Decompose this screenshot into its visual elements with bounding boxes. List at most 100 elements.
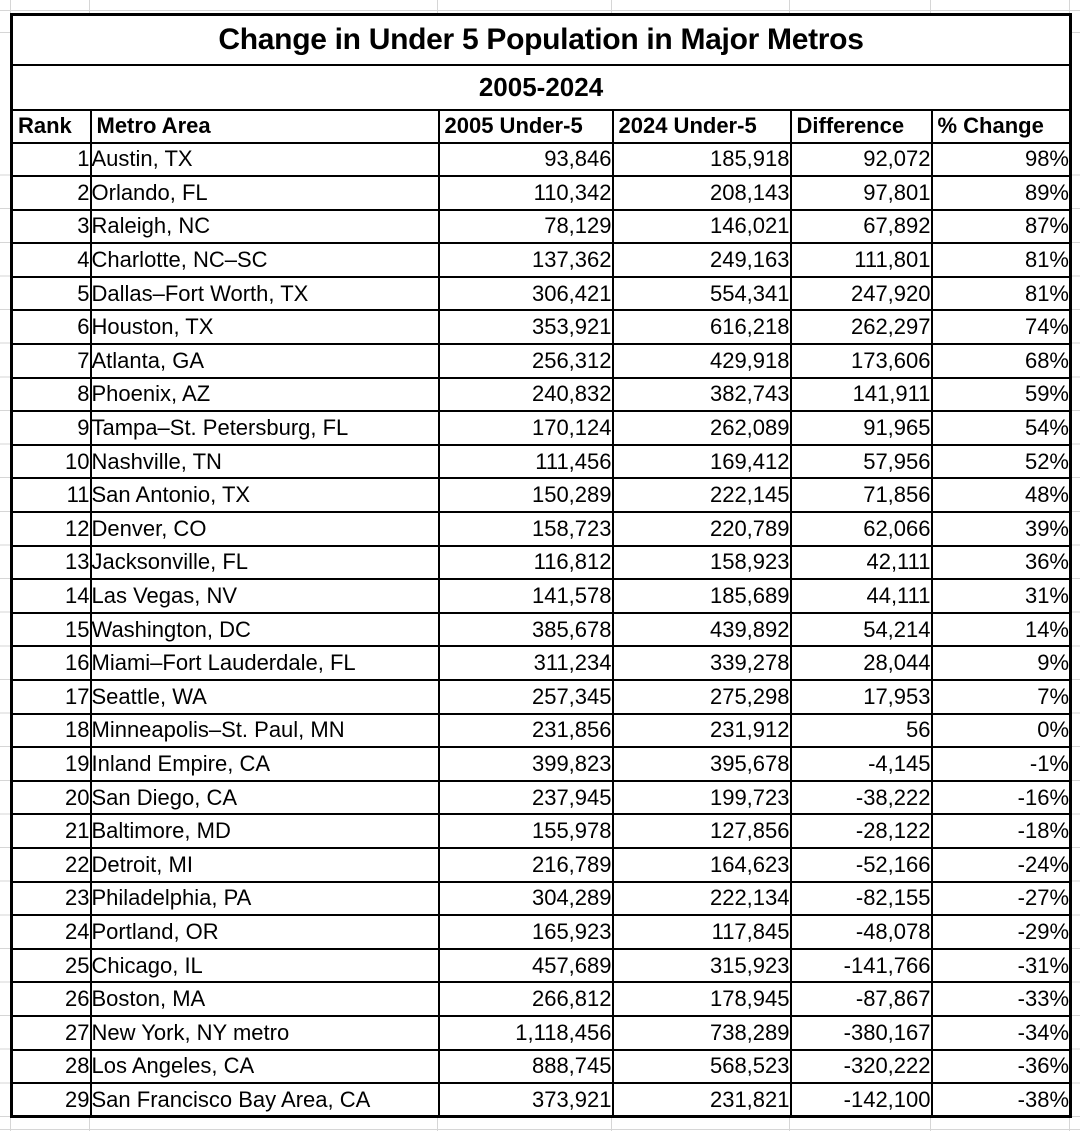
pop-2005-cell: 353,921 (437, 309, 614, 346)
metro-area-cell: Philadelphia, PA (89, 880, 440, 917)
pop-2005-cell: 306,421 (437, 275, 614, 312)
rank-cell: 2 (10, 175, 92, 211)
pct-change-cell: 9% (930, 645, 1072, 681)
metro-area-cell: Chicago, IL (89, 947, 440, 984)
difference-cell: -52,166 (789, 846, 933, 883)
difference-cell: 97,801 (789, 175, 933, 211)
pop-2005-cell: 257,345 (437, 679, 614, 715)
pop-2024-cell: 429,918 (611, 343, 792, 379)
rank-cell: 26 (10, 981, 92, 1017)
table-row: 28 Los Angeles, CA 888,745 568,523 -320,222-… (10, 1048, 1072, 1085)
pop-2024-cell: 395,678 (611, 746, 792, 782)
metro-area-cell: Jacksonville, FL (89, 544, 440, 581)
pct-change-cell: 36% (930, 544, 1072, 581)
rank-cell: 19 (10, 746, 92, 782)
pop-2005-cell: 111,456 (437, 443, 614, 480)
pct-change-cell: -27% (930, 880, 1072, 917)
pop-2005-cell: 888,745 (437, 1048, 614, 1085)
rank-cell: 28 (10, 1048, 92, 1085)
column-header-difference-cell: Difference (789, 108, 933, 144)
table-row: 16 Miami–Fort Lauderdale, FL 311,234 339,27… (10, 645, 1072, 681)
table-row: 26 Boston, MA 266,812 178,945 -87,867 -33% (10, 981, 1072, 1017)
rank-cell: 27 (10, 1014, 92, 1051)
pop-2005-cell: 1,118,456 (437, 1014, 614, 1051)
difference-cell: 62,066 (789, 511, 933, 547)
metro-area-cell: Austin, TX (89, 141, 440, 178)
rank-cell: 20 (10, 779, 92, 816)
pop-2024-cell: 185,918 (611, 141, 792, 178)
pop-2024-cell: 738,289 (611, 1014, 792, 1051)
table-row: 1 Austin, TX 93,846 185,918 92,072 98% (10, 141, 1072, 178)
pop-2024-cell: 178,945 (611, 981, 792, 1017)
pct-change-cell: 59% (930, 376, 1072, 413)
pct-change-cell: -29% (930, 914, 1072, 950)
pct-change-cell: 39% (930, 511, 1072, 547)
metro-area-cell: Detroit, MI (89, 846, 440, 883)
table-row: 23 Philadelphia, PA 304,289 222,134 -82,155-… (10, 880, 1072, 917)
pop-2005-cell: 170,124 (437, 410, 614, 446)
difference-cell: 67,892 (789, 208, 933, 245)
pop-2005-cell: 165,923 (437, 914, 614, 950)
pop-2024-cell: 164,623 (611, 846, 792, 883)
table-row: 3 Raleigh, NC 78,129 146,021 67,892 87% (10, 208, 1072, 245)
table-row: 15 Washington, DC 385,678 439,892 54,214 14% (10, 611, 1072, 648)
difference-cell: -380,167 (789, 1014, 933, 1051)
pop-2005-cell: 137,362 (437, 242, 614, 278)
pop-2024-cell: 339,278 (611, 645, 792, 681)
column-header-rank-cell: Rank (10, 108, 92, 144)
table-title: Change in Under 5 Population in Major Me… (10, 13, 1072, 66)
table-subtitle: 2005-2024 (10, 63, 1072, 111)
pop-2005-cell: 240,832 (437, 376, 614, 413)
difference-cell: 173,606 (789, 343, 933, 379)
pct-change-cell: 52% (930, 443, 1072, 480)
pop-2005-cell: 457,689 (437, 947, 614, 984)
pop-2005-cell: 141,578 (437, 578, 614, 614)
pop-2005-cell: 256,312 (437, 343, 614, 379)
pct-change-cell: 81% (930, 275, 1072, 312)
metro-area-cell: Minneapolis–St. Paul, MN (89, 712, 440, 749)
table-row: 18 Minneapolis–St. Paul, MN 231,856 231,912… (10, 712, 1072, 749)
pop-2005-cell: 78,129 (437, 208, 614, 245)
pop-2024-cell: 222,145 (611, 477, 792, 514)
rank-cell: 13 (10, 544, 92, 581)
table-row: 4 Charlotte, NC–SC 137,362 249,163 111,801 81… (10, 242, 1072, 278)
metro-area-cell: Seattle, WA (89, 679, 440, 715)
metro-area-cell: Portland, OR (89, 914, 440, 950)
metro-population-table: Change in Under 5 Population in Major Me… (10, 13, 1072, 1119)
pct-change-cell: 7% (930, 679, 1072, 715)
rank-cell: 7 (10, 343, 92, 379)
difference-cell: -48,078 (789, 914, 933, 950)
rank-cell: 15 (10, 611, 92, 648)
pop-2005-cell: 311,234 (437, 645, 614, 681)
pop-2005-cell: 304,289 (437, 880, 614, 917)
metro-area-cell: Washington, DC (89, 611, 440, 648)
title-row: Change in Under 5 Population in Major Me… (10, 13, 1072, 66)
pop-2005-cell: 373,921 (437, 1082, 614, 1118)
rank-cell: 11 (10, 477, 92, 514)
table-row: 6 Houston, TX 353,921 616,218 262,297 74% (10, 309, 1072, 346)
pct-change-cell: 98% (930, 141, 1072, 178)
metro-area-cell: Inland Empire, CA (89, 746, 440, 782)
table-row: 11 San Antonio, TX 150,289 222,145 71,856 48% (10, 477, 1072, 514)
difference-cell: -141,766 (789, 947, 933, 984)
pop-2024-cell: 158,923 (611, 544, 792, 581)
rank-cell: 8 (10, 376, 92, 413)
metro-area-cell: Nashville, TN (89, 443, 440, 480)
pop-2024-cell: 231,821 (611, 1082, 792, 1118)
pct-change-cell: -24% (930, 846, 1072, 883)
metro-area-cell: San Diego, CA (89, 779, 440, 816)
pop-2024-cell: 127,856 (611, 813, 792, 849)
rank-cell: 6 (10, 309, 92, 346)
metro-area-cell: Dallas–Fort Worth, TX (89, 275, 440, 312)
pct-change-cell: -16% (930, 779, 1072, 816)
metro-area-cell: New York, NY metro (89, 1014, 440, 1051)
difference-cell: 42,111 (789, 544, 933, 581)
difference-cell: 247,920 (789, 275, 933, 312)
pop-2005-cell: 216,789 (437, 846, 614, 883)
rank-cell: 18 (10, 712, 92, 749)
column-header-pop-2024-cell: 2024 Under-5 (611, 108, 792, 144)
table-row: 20 San Diego, CA 237,945 199,723 -38,222 -16% (10, 779, 1072, 816)
rank-cell: 22 (10, 846, 92, 883)
rank-cell: 17 (10, 679, 92, 715)
metro-area-cell: Las Vegas, NV (89, 578, 440, 614)
